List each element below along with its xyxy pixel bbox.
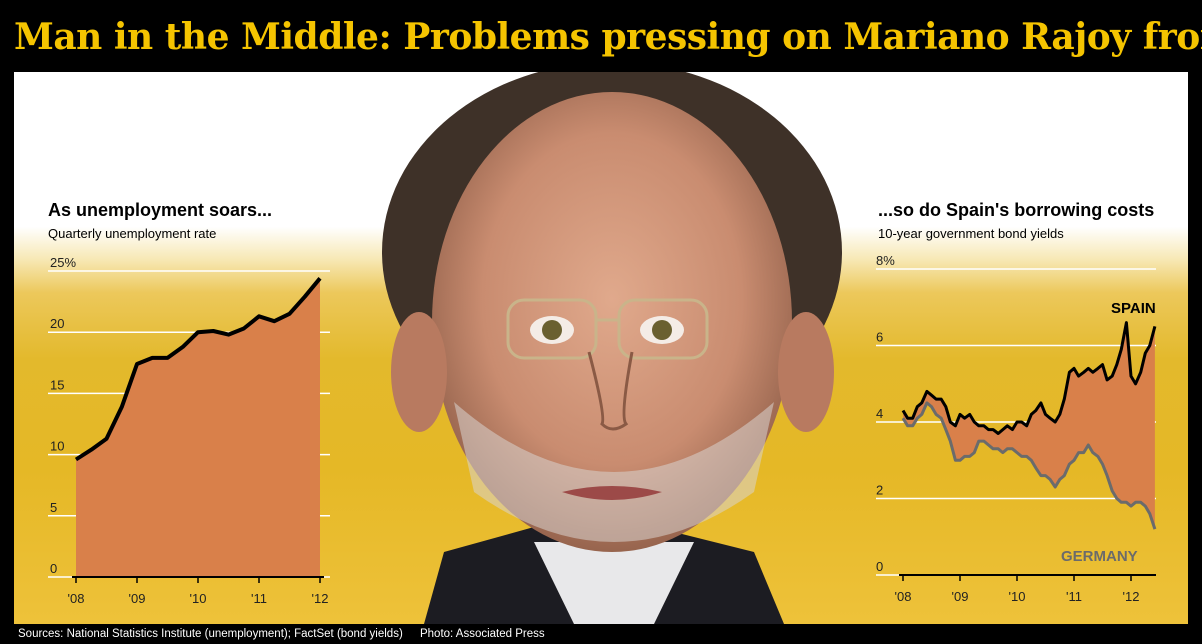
footer: Sources: National Statistics Institute (… <box>18 624 1188 644</box>
left-y-tick-label: 20 <box>50 316 64 331</box>
left-y-tick-label: 15 <box>50 377 64 392</box>
unemployment-chart: As unemployment soars... Quarterly unemp… <box>48 200 330 606</box>
left-y-ticks: 0 5 10 15 20 25% <box>50 255 76 576</box>
right-x-tick-label: '12 <box>1123 589 1140 604</box>
chart-panel: As unemployment soars... Quarterly unemp… <box>14 72 1188 624</box>
left-chart-title: As unemployment soars... <box>48 200 272 220</box>
photo-credit: Photo: Associated Press <box>419 628 545 640</box>
spain-line <box>901 321 1157 435</box>
right-x-tick-label: '09 <box>952 589 969 604</box>
right-y-tick-label: 2 <box>876 483 883 498</box>
right-x-tick-label: '08 <box>895 589 912 604</box>
left-x-ticks: '08 '09 '10 '11 '12 <box>68 576 329 606</box>
bond-yield-chart: ...so do Spain's borrowing costs 10-year… <box>876 200 1157 604</box>
right-x-tick-label: '11 <box>1066 589 1082 604</box>
left-y-tick-label: 0 <box>50 561 57 576</box>
left-x-tick-label: '08 <box>68 591 85 606</box>
left-y-tick-label: 25% <box>50 255 76 270</box>
right-chart-subtitle: 10-year government bond yields <box>878 226 1064 241</box>
left-chart-subtitle: Quarterly unemployment rate <box>48 226 216 241</box>
left-x-tick-label: '12 <box>312 591 329 606</box>
right-x-ticks: '08 '09 '10 '11 '12 <box>895 574 1156 604</box>
right-chart-title: ...so do Spain's borrowing costs <box>878 200 1154 220</box>
left-x-tick-label: '10 <box>190 591 207 606</box>
left-y-tick-label: 10 <box>50 439 64 454</box>
right-x-tick-label: '10 <box>1009 589 1026 604</box>
charts-layer: As unemployment soars... Quarterly unemp… <box>48 200 1157 606</box>
left-y-tick-label: 5 <box>50 500 57 515</box>
germany-label: GERMANY <box>1061 548 1138 565</box>
spain-label: SPAIN <box>1111 300 1156 317</box>
portrait-photo <box>382 72 842 624</box>
headline: Man in the Middle: Problems pressing on … <box>14 16 1202 58</box>
unemployment-area <box>76 278 320 577</box>
right-y-ticks: 0 2 4 6 8% <box>876 253 895 574</box>
left-x-tick-label: '09 <box>129 591 146 606</box>
left-x-tick-label: '11 <box>251 591 267 606</box>
germany-line <box>901 401 1157 530</box>
right-y-tick-label: 6 <box>876 330 883 345</box>
sources-credit: Sources: National Statistics Institute (… <box>18 628 403 640</box>
right-y-tick-label: 8% <box>876 253 895 268</box>
yield-spread-area <box>903 322 1155 530</box>
unemployment-line <box>74 277 322 462</box>
right-y-tick-label: 0 <box>876 559 883 574</box>
right-y-tick-label: 4 <box>876 406 883 421</box>
